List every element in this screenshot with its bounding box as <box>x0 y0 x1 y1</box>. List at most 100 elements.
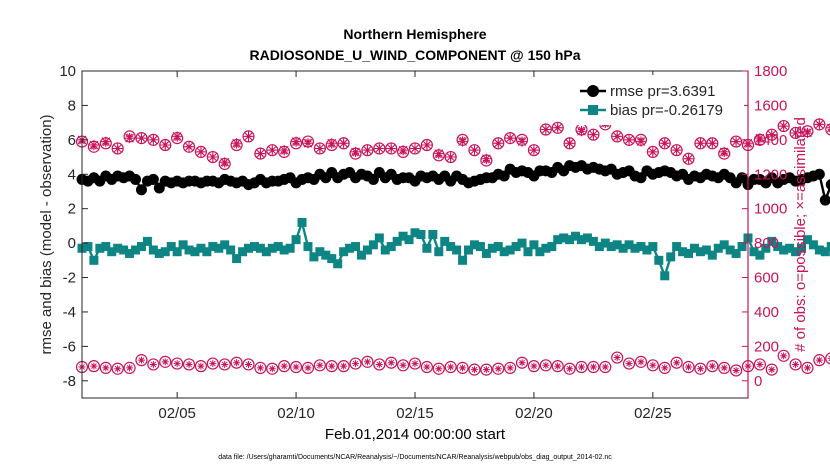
bias-point <box>356 250 366 260</box>
assimilated-obs-point <box>243 131 254 142</box>
assimilated-obs-point <box>350 146 361 157</box>
possible-obs-star <box>245 360 252 368</box>
y-tick-label-left: 8 <box>68 97 76 114</box>
assimilated-obs-point <box>564 138 575 149</box>
bias-point <box>368 240 378 250</box>
bias-point <box>142 236 152 246</box>
assimilated-obs-point <box>100 136 111 147</box>
bias-point <box>285 243 295 253</box>
possible-obs-star <box>696 365 704 373</box>
bias-point <box>577 235 586 245</box>
bias-point <box>410 228 420 238</box>
bias-point <box>553 235 563 245</box>
possible-obs-star <box>435 365 443 373</box>
bias-point <box>820 247 830 257</box>
assimilated-obs-point <box>398 145 409 156</box>
possible-obs-star <box>268 365 276 373</box>
bias-point <box>273 242 283 252</box>
y-tick-label-left: 2 <box>68 201 76 218</box>
assimilated-obs-point <box>433 148 444 159</box>
assimilated-obs-point <box>552 122 563 133</box>
bias-point <box>695 247 705 257</box>
possible-obs-point <box>87 360 100 373</box>
possible-obs-point <box>706 360 719 373</box>
possible-obs-star <box>209 360 217 368</box>
bias-point <box>582 233 592 243</box>
possible-obs-point <box>432 362 445 375</box>
possible-obs-point <box>135 354 148 367</box>
possible-obs-ring <box>278 360 291 373</box>
bias-point <box>374 233 384 243</box>
possible-obs-star <box>554 362 562 370</box>
assimilated-obs-point <box>528 145 539 156</box>
possible-obs-star <box>506 364 514 372</box>
possible-obs-ring <box>385 356 398 369</box>
possible-obs-star <box>756 360 764 368</box>
possible-obs-ring <box>765 363 778 376</box>
possible-obs-point <box>206 357 219 370</box>
bias-point <box>571 231 581 241</box>
possible-obs-star <box>720 364 728 372</box>
bias-point <box>547 242 557 252</box>
legend-bias-marker <box>588 105 598 115</box>
possible-obs-ring <box>789 126 802 140</box>
possible-obs-ring <box>622 357 636 370</box>
possible-obs-ring <box>480 363 493 376</box>
assimilated-obs-point <box>195 146 206 157</box>
possible-obs-ring <box>87 360 100 373</box>
assimilated-obs-point <box>184 141 195 152</box>
bias-point <box>226 245 236 255</box>
possible-obs-point <box>801 361 814 374</box>
possible-obs-point <box>670 356 683 369</box>
bias-point <box>101 242 111 252</box>
bias-point <box>678 247 688 257</box>
bias-point <box>309 252 319 262</box>
bias-point <box>773 242 783 252</box>
possible-obs-star <box>601 363 609 371</box>
possible-obs-ring <box>242 130 255 143</box>
possible-obs-ring <box>611 351 624 364</box>
possible-obs-point <box>171 357 184 370</box>
possible-obs-point <box>397 359 410 372</box>
possible-obs-star <box>197 362 205 370</box>
possible-obs-star <box>137 356 145 364</box>
axes-layer: 02/05 02/10 02/15 02/20 02/25 -8 -6 -4 -2 0 2 4 6 8 10… <box>59 63 787 422</box>
assimilated-obs-point <box>707 138 718 149</box>
possible-obs-star <box>423 363 431 371</box>
possible-obs-star <box>256 364 264 372</box>
series-1 <box>77 217 830 281</box>
assimilated-obs-point <box>88 140 99 151</box>
y-tick-label-left: -8 <box>63 373 76 390</box>
assimilated-obs-point <box>362 145 373 156</box>
possible-obs-point <box>147 358 160 371</box>
assimilated-obs-point <box>291 136 302 147</box>
possible-obs-point <box>492 362 505 375</box>
bias-point <box>493 242 503 252</box>
bias-point <box>559 233 569 243</box>
bias-point <box>422 243 432 253</box>
bias-point <box>684 248 694 258</box>
possible-obs-star <box>280 362 288 370</box>
assimilated-obs-point <box>754 133 765 144</box>
assimilated-obs-point <box>588 129 599 140</box>
possible-obs-ring <box>444 360 457 374</box>
bias-point <box>612 240 622 250</box>
possible-obs-ring <box>468 363 481 376</box>
assimilated-obs-point <box>683 153 694 164</box>
y-tick-label-right: 1000 <box>754 201 787 218</box>
possible-obs-ring <box>385 142 398 155</box>
y-axis-label-right: # of obs: o=possible; ×=assimilated <box>792 117 809 352</box>
bias-point <box>630 243 640 253</box>
bias-point <box>190 247 200 257</box>
assimilated-obs-point <box>112 143 123 154</box>
possible-obs-ring <box>408 357 422 370</box>
possible-obs-ring <box>801 361 814 374</box>
assimilated-obs-point <box>302 138 313 149</box>
bias-point <box>386 242 396 252</box>
assimilated-obs-point <box>814 119 825 130</box>
possible-obs-point <box>694 362 707 375</box>
possible-obs-star <box>637 358 645 366</box>
possible-obs-star <box>566 365 574 373</box>
assimilated-obs-point <box>124 133 135 144</box>
x-axis-label: Feb.01,2014 00:00:00 start <box>325 426 506 443</box>
